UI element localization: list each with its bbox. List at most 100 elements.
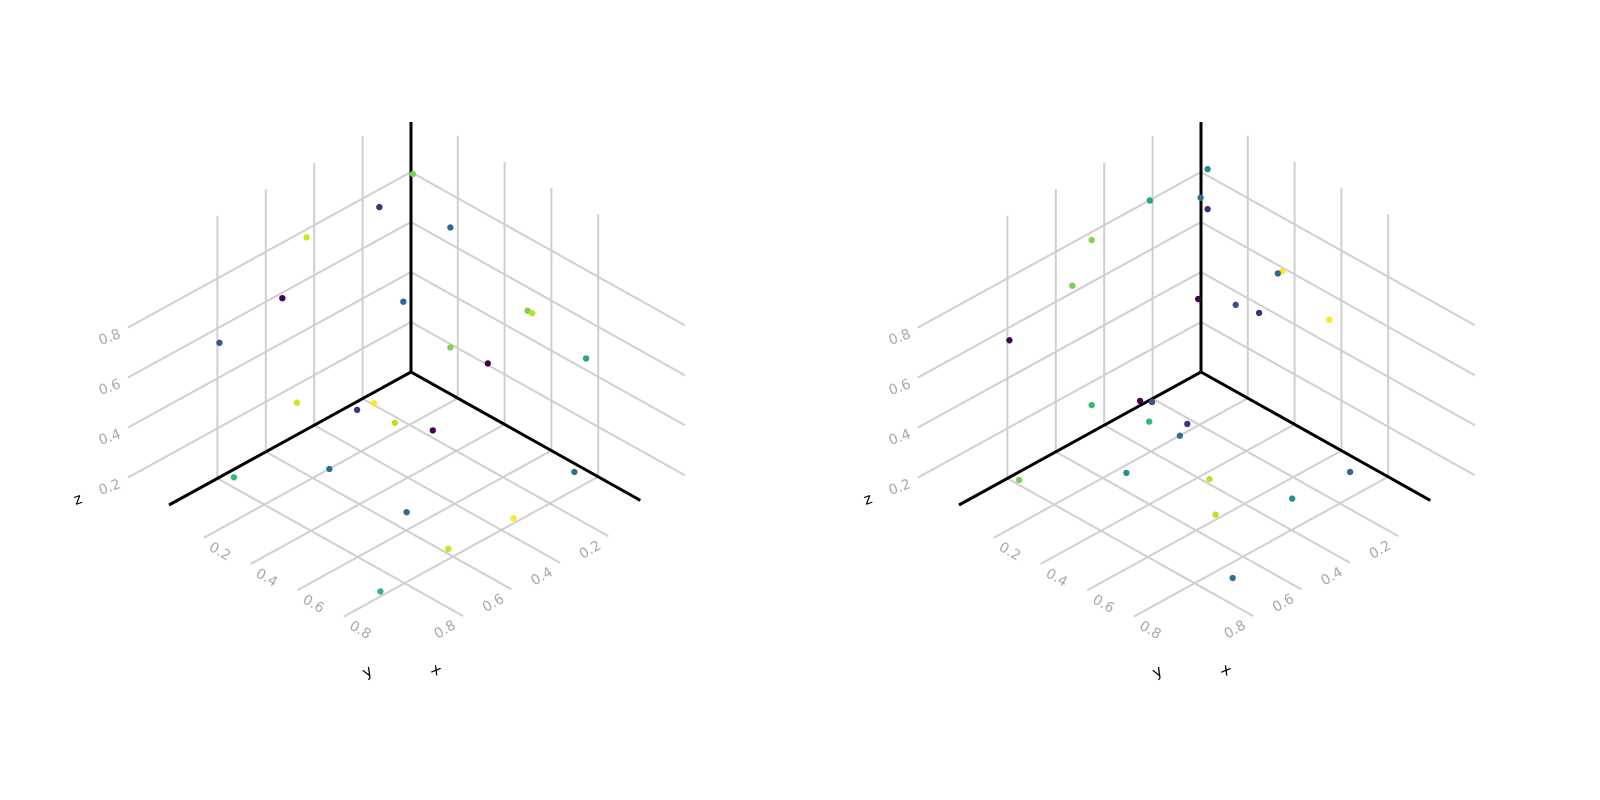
scatter-point	[1197, 194, 1204, 201]
floor-grid-line-y-0	[1152, 397, 1399, 538]
scatter-point	[1088, 401, 1095, 409]
y-tick-label: 0.8	[431, 617, 458, 642]
floor-grid-line-y-3	[1006, 477, 1254, 617]
x-axis-spine	[410, 370, 642, 502]
z-axis-label: z	[71, 489, 85, 509]
yz-wall-grid-line-z-0	[127, 321, 412, 479]
scatter-point	[571, 468, 578, 476]
scatter-point	[1123, 469, 1130, 477]
y-tick-label: 0.6	[480, 591, 507, 616]
scatter3d-panel-right: 0.2 0.4 0.6 0.8 0.2 0.4 0.6 0.8 0.2 0.4 0.6 0.8 x y z	[861, 122, 1476, 681]
xz-wall-grid-line-z-0	[410, 321, 686, 477]
scatter3d-panel-left: 0.2 0.4 0.6 0.8 0.2 0.4 0.6 0.8 0.2 0.4 0.6 0.8 x y z	[71, 122, 686, 681]
yz-wall-grid-line-z-3	[917, 171, 1202, 329]
scatter-point	[377, 588, 384, 595]
scatter-point	[1289, 495, 1296, 502]
y-axis-spine	[168, 370, 412, 507]
scatter-point	[391, 419, 399, 426]
scatter-point	[1204, 165, 1211, 173]
scatter-point	[293, 399, 301, 406]
x-axis-label: x	[1218, 660, 1235, 680]
y-tick-label: 0.2	[1367, 538, 1394, 563]
scatter-point	[279, 294, 286, 302]
xz-wall-grid-line-z-1	[410, 271, 686, 427]
y-tick-label: 0.4	[528, 564, 555, 589]
x-tick-label: 0.8	[346, 618, 373, 643]
scatter-point	[1194, 295, 1202, 303]
x-tick-label: 0.4	[1043, 566, 1070, 591]
scatter-point	[1069, 282, 1076, 289]
yz-wall-grid-line-z-1	[127, 271, 412, 429]
y-tick-label: 0.6	[1270, 591, 1297, 616]
scatter-point	[1006, 337, 1013, 344]
z-tick-label: 0.4	[887, 426, 913, 449]
scatter-point	[1326, 316, 1333, 323]
yz-wall-grid-line-z-0	[917, 321, 1202, 479]
x-tick-label: 0.8	[1136, 618, 1163, 643]
xz-wall-grid-line-z-3	[410, 171, 686, 327]
scatter-point	[1206, 475, 1213, 483]
z-tick-label: 0.8	[97, 326, 123, 349]
floor-grid-line-y-2	[1055, 450, 1302, 591]
y-axis-label: y	[1149, 661, 1166, 681]
floor-grid-line-y-1	[313, 424, 561, 564]
scatter-point	[370, 400, 378, 407]
xz-wall-grid-line-z-2	[410, 221, 686, 377]
x-tick-label: 0.6	[300, 592, 327, 617]
z-axis-label: z	[861, 489, 875, 509]
xz-wall-grid-line-z-2	[1200, 221, 1476, 377]
yz-wall-grid-line-z-3	[127, 171, 412, 329]
scatter-point	[1146, 418, 1153, 425]
scatter-point	[400, 298, 407, 305]
scatter-point	[1212, 511, 1219, 518]
floor-grid-line-y-0	[362, 397, 609, 538]
z-tick-label: 0.4	[97, 426, 123, 449]
x-axis-spine	[1200, 370, 1432, 502]
floor-grid-line-y-3	[216, 477, 464, 617]
xz-wall-grid-line-z-3	[1200, 171, 1476, 327]
yz-wall-grid-line-z-2	[127, 221, 412, 379]
scatter-point	[529, 310, 536, 317]
floor-grid-line-x-1	[1040, 423, 1296, 565]
scatter-point	[230, 474, 238, 481]
y-tick-label: 0.8	[1221, 617, 1248, 642]
scatter-point	[1148, 398, 1156, 406]
scatter-point	[447, 344, 454, 351]
scatter-point	[582, 355, 590, 362]
y-tick-label: 0.2	[577, 538, 604, 563]
floor-grid-line-x-2	[296, 449, 552, 592]
scatter-point	[303, 234, 310, 241]
floor-grid-line-x-3	[343, 475, 599, 618]
scatter-point	[409, 170, 417, 178]
scatter-point	[524, 307, 531, 314]
z-tick-label: 0.2	[97, 476, 123, 499]
z-tick-label: 0.2	[887, 476, 913, 499]
scatter-point	[445, 545, 452, 553]
floor-grid-line-y-2	[265, 450, 512, 591]
scatter-point	[403, 509, 410, 516]
scatter-point	[1229, 574, 1236, 582]
xz-wall-grid-line-z-1	[1200, 271, 1476, 427]
scatter-point	[1204, 205, 1211, 213]
scatter-point	[216, 339, 223, 346]
z-tick-label: 0.6	[97, 376, 123, 399]
scatter-point	[326, 465, 333, 473]
scatter-point	[353, 406, 361, 414]
scatter-point	[1232, 301, 1239, 309]
floor-grid-line-x-0	[993, 397, 1249, 539]
x-tick-label: 0.4	[253, 566, 280, 591]
scatter-point	[1146, 197, 1154, 204]
y-axis-label: y	[359, 661, 376, 681]
floor-grid-line-x-1	[250, 423, 506, 565]
scatter-point	[447, 224, 454, 231]
z-tick-label: 0.8	[887, 326, 913, 349]
yz-wall-grid-line-z-1	[917, 271, 1202, 429]
scatter-point	[429, 427, 436, 434]
z-tick-label: 0.6	[887, 376, 913, 399]
scatter-point	[1015, 476, 1023, 484]
scatter-point	[510, 515, 517, 522]
xz-wall-grid-line-z-0	[1200, 321, 1476, 477]
floor-grid-line-x-3	[1133, 475, 1389, 618]
scatter-point	[1346, 468, 1354, 476]
